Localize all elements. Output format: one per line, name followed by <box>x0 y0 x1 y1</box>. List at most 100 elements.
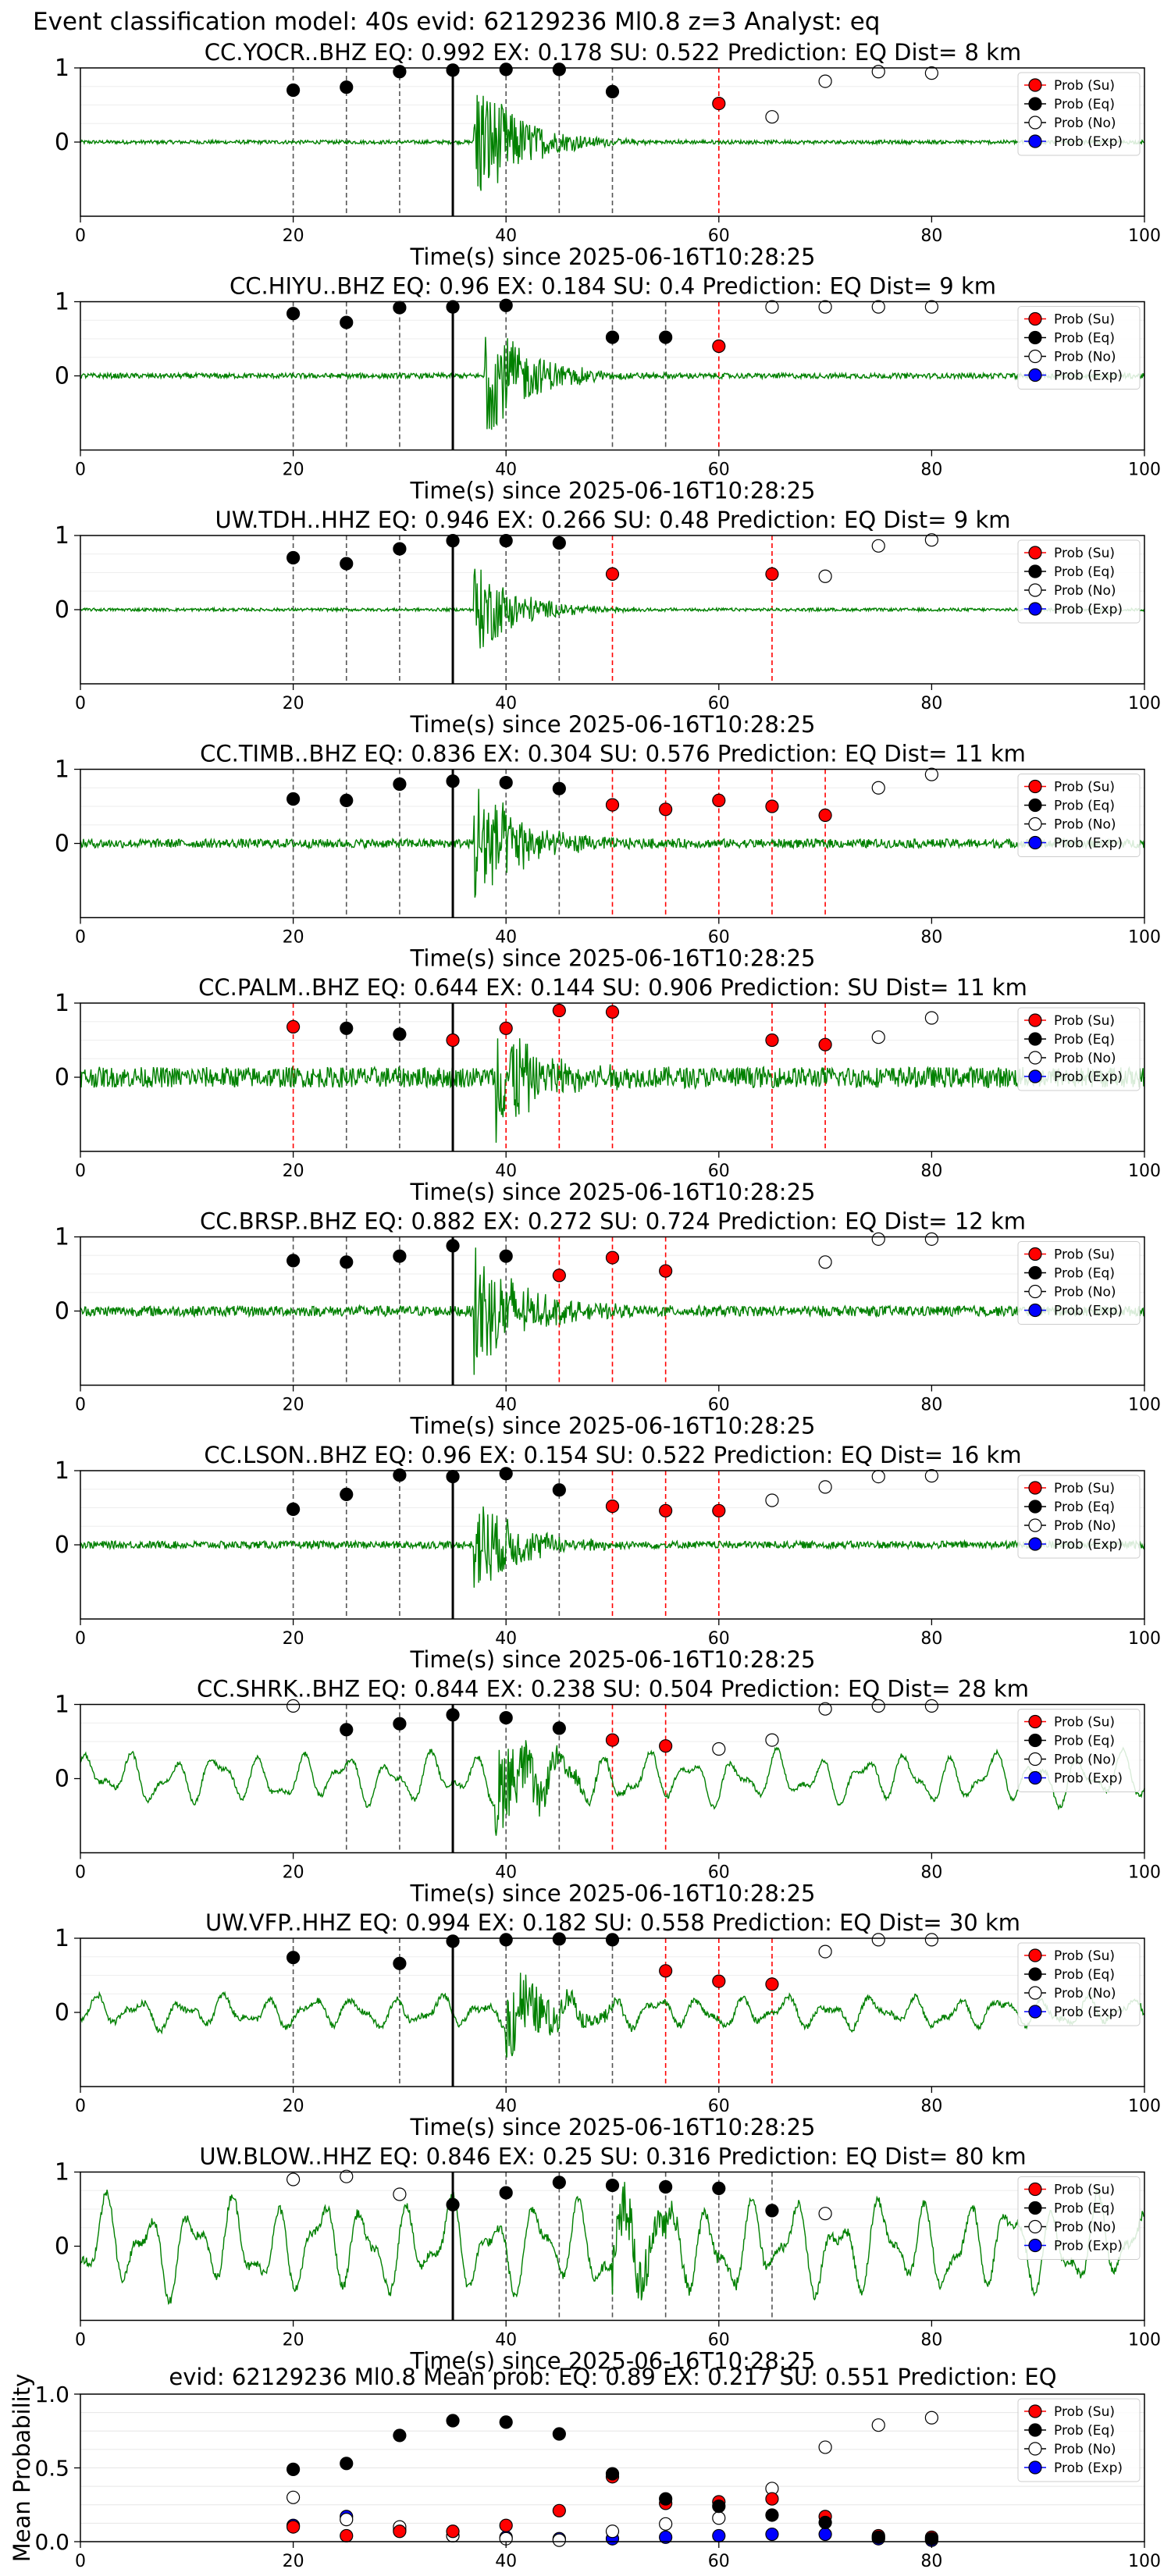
mean-prob-point-eq <box>287 2462 301 2476</box>
waveform-trace <box>80 2182 1144 2305</box>
prob-point-no <box>871 1030 885 1044</box>
x-tick-label: 100 <box>1128 1629 1161 1649</box>
prob-point-eq <box>605 1933 620 1947</box>
prob-point-eq <box>340 1255 354 1269</box>
prob-point-eq <box>552 1932 566 1946</box>
x-tick-label: 80 <box>920 694 942 713</box>
x-tick-label: 60 <box>708 226 730 246</box>
prob-point-eq <box>393 1468 407 1482</box>
panel-title: CC.SHRK..BHZ EQ: 0.844 EX: 0.238 SU: 0.5… <box>197 1676 1029 1703</box>
mean-prob-point-eq <box>446 2414 460 2428</box>
mean-prob-point-no <box>659 2517 673 2531</box>
legend-box <box>1017 306 1141 390</box>
x-tick-label: 100 <box>1128 928 1161 948</box>
panel-title: CC.HIYU..BHZ EQ: 0.96 EX: 0.184 SU: 0.4 … <box>230 273 996 300</box>
prob-point-no <box>287 2172 301 2186</box>
prob-point-eq <box>499 775 513 790</box>
legend-label-exp: Prob (Exp) <box>1054 368 1123 384</box>
legend-box <box>1017 72 1141 156</box>
mean-prob-point-no <box>871 2418 885 2432</box>
legend-label-su: Prob (Su) <box>1054 1481 1115 1496</box>
panel-8: CC.SHRK..BHZ EQ: 0.844 EX: 0.238 SU: 0.5… <box>55 1676 1161 1907</box>
x-tick-label: 80 <box>920 928 942 948</box>
mean-prob-point-eq <box>552 2427 566 2441</box>
prob-point-su <box>712 793 726 808</box>
prob-point-no <box>818 2207 832 2221</box>
x-axis-label: Time(s) since 2025-06-16T10:28:25 <box>410 2348 816 2375</box>
y-tick-label: 1 <box>55 1925 69 1952</box>
legend-box <box>1017 1942 1141 2026</box>
x-tick-label: 60 <box>708 2552 730 2571</box>
x-tick-label: 100 <box>1128 2331 1161 2350</box>
x-tick-label: 0 <box>75 928 86 948</box>
x-tick-label: 60 <box>708 1396 730 1415</box>
x-tick-label: 20 <box>283 461 304 480</box>
y-tick-label: 0 <box>55 1999 69 2026</box>
legend-label-su: Prob (Su) <box>1054 1948 1115 1964</box>
prob-point-eq <box>340 315 354 329</box>
mean-prob-point-eq <box>871 2530 885 2544</box>
x-tick-label: 40 <box>495 2552 517 2571</box>
x-tick-label: 100 <box>1128 226 1161 246</box>
panel-title: CC.LSON..BHZ EQ: 0.96 EX: 0.154 SU: 0.52… <box>204 1442 1021 1468</box>
legend-label-su: Prob (Su) <box>1054 546 1115 561</box>
legend-marker-eq <box>1028 1967 1042 1981</box>
panel-2: CC.HIYU..BHZ EQ: 0.96 EX: 0.184 SU: 0.4 … <box>55 273 1161 504</box>
prob-point-eq <box>552 1483 566 1497</box>
prob-point-no <box>924 1232 939 1246</box>
legend-label-eq: Prob (Eq) <box>1054 1734 1115 1749</box>
x-tick-label: 0 <box>75 1162 86 1181</box>
prob-point-no <box>871 1933 885 1947</box>
panel-title: UW.BLOW..HHZ EQ: 0.846 EX: 0.25 SU: 0.31… <box>199 2144 1026 2170</box>
legend-marker-exp <box>1028 1069 1042 1083</box>
legend-label-exp: Prob (Exp) <box>1054 836 1123 852</box>
x-tick-label: 0 <box>75 226 86 246</box>
mean-prob-point-eq <box>605 2467 620 2481</box>
mean-prob-point-no <box>605 2524 620 2539</box>
legend-box <box>1017 1241 1141 1325</box>
prob-point-no <box>924 767 939 781</box>
legend-marker-eq <box>1028 1265 1042 1280</box>
mean-prob-point-no <box>287 2490 301 2504</box>
legend-label-exp: Prob (Exp) <box>1054 2005 1123 2020</box>
x-tick-label: 40 <box>495 226 517 246</box>
prob-point-su <box>818 808 832 823</box>
waveform-trace <box>80 788 1145 898</box>
legend-label-no: Prob (No) <box>1054 2220 1116 2236</box>
y-axis-label: Mean Probability <box>9 2374 35 2563</box>
prob-point-no <box>818 74 832 88</box>
prob-point-no <box>765 110 779 124</box>
prob-point-no <box>818 569 832 583</box>
panel-title: UW.TDH..HHZ EQ: 0.946 EX: 0.266 SU: 0.48… <box>215 507 1011 533</box>
legend-marker-su <box>1028 1247 1042 1261</box>
legend-marker-su <box>1028 78 1042 92</box>
prob-point-su <box>605 1005 620 1019</box>
prob-point-su <box>446 1033 460 1048</box>
legend-label-eq: Prob (Eq) <box>1054 1500 1115 1515</box>
legend-label-exp: Prob (Exp) <box>1054 1069 1123 1085</box>
legend-label-su: Prob (Su) <box>1054 1247 1115 1263</box>
waveform-trace <box>80 94 1145 191</box>
prob-point-eq <box>552 62 566 76</box>
x-tick-label: 0 <box>75 694 86 713</box>
legend-label-su: Prob (Su) <box>1054 312 1115 328</box>
panel-9: UW.VFP..HHZ EQ: 0.994 EX: 0.182 SU: 0.55… <box>55 1909 1161 2140</box>
prob-point-no <box>871 781 885 795</box>
legend-marker-no <box>1028 116 1042 130</box>
prob-point-no <box>871 1699 885 1713</box>
x-tick-label: 80 <box>920 1863 942 1883</box>
prob-point-no <box>924 1011 939 1025</box>
prob-point-eq <box>765 2204 779 2218</box>
mean-prob-point-exp <box>659 2530 673 2544</box>
prob-point-eq <box>393 777 407 792</box>
prob-point-no <box>712 1742 726 1756</box>
prob-point-eq <box>446 1239 460 1253</box>
prob-point-eq <box>499 534 513 548</box>
legend-box <box>1017 2176 1141 2260</box>
prob-point-eq <box>393 1717 407 1731</box>
legend-marker-no <box>1028 1986 1042 2000</box>
legend-marker-eq <box>1028 798 1042 813</box>
x-tick-label: 40 <box>495 1162 517 1181</box>
legend-label-eq: Prob (Eq) <box>1054 1266 1115 1282</box>
prob-point-su <box>765 1033 779 1048</box>
